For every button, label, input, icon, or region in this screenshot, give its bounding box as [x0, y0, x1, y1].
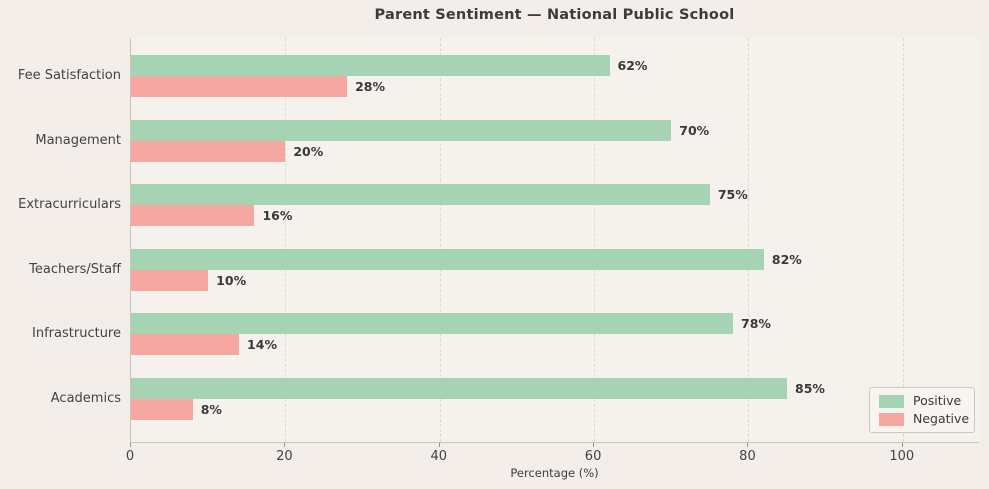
bar-negative-4: [131, 269, 209, 291]
bar-positive-4: [131, 248, 764, 270]
chart-title: Parent Sentiment — National Public Schoo…: [374, 7, 735, 23]
bar-value-label: 62%: [617, 58, 648, 73]
category-label-3: Extracurriculars: [18, 197, 121, 213]
plot-area: 62% 28% 70% 20% 75% 16% 82% 10% 78% 14% 85% 8%: [130, 38, 979, 443]
x-tick-mark-100: [901, 443, 903, 447]
category-label-4: Teachers/Staff: [29, 261, 121, 277]
bar-value-label: 85%: [795, 381, 825, 396]
x-tick-label-100: 100: [889, 449, 915, 464]
legend-item-negative: Negative: [879, 412, 969, 426]
category-label-1: Fee Satisfaction: [17, 68, 121, 83]
bar-value-label: 78%: [741, 316, 771, 332]
legend-label-negative: Negative: [913, 411, 970, 426]
bar-value-label: 70%: [679, 122, 710, 138]
bar-value-label: 16%: [262, 208, 293, 224]
bar-value-label: 20%: [293, 143, 324, 159]
x-tick-label-0: 0: [125, 449, 135, 464]
bar-negative-1: [131, 76, 348, 97]
x-tick-mark-20: [284, 443, 286, 447]
legend-swatch-negative: [879, 412, 904, 426]
bar-negative-6: [131, 399, 193, 420]
bar-value-label: 82%: [771, 251, 802, 267]
gridline-100: [902, 38, 904, 442]
category-label-2: Management: [35, 132, 121, 148]
bar-positive-6: [131, 378, 788, 399]
category-label-6: Academics: [50, 391, 121, 406]
x-tick-mark-60: [593, 443, 595, 447]
bar-value-label: 14%: [247, 337, 277, 353]
gridline-60: [594, 38, 596, 442]
bar-positive-2: [131, 119, 672, 141]
bar-positive-1: [131, 55, 610, 76]
bar-negative-3: [131, 205, 255, 227]
legend-swatch-positive: [879, 394, 904, 408]
bar-value-label: 8%: [200, 402, 222, 417]
legend-item-positive: Positive: [879, 394, 965, 408]
x-tick-label-20: 20: [276, 449, 293, 464]
x-axis-label: Percentage (%): [510, 466, 599, 480]
x-tick-mark-80: [747, 443, 749, 447]
gridline-80: [748, 38, 750, 442]
bar-value-label: 10%: [216, 272, 247, 288]
x-tick-label-40: 40: [430, 449, 447, 464]
x-tick-mark-0: [130, 443, 131, 447]
bar-negative-2: [131, 140, 286, 162]
gridline-40: [439, 38, 441, 442]
category-label-5: Infrastructure: [32, 326, 121, 342]
gridline-20: [285, 38, 287, 442]
bar-negative-5: [131, 334, 240, 356]
legend: Positive Negative: [869, 387, 975, 433]
x-tick-label-80: 80: [739, 449, 756, 464]
legend-label-positive: Positive: [913, 393, 962, 408]
x-tick-label-60: 60: [584, 449, 602, 464]
bar-value-label: 75%: [717, 187, 748, 203]
bar-value-label: 28%: [355, 79, 386, 94]
x-tick-mark-40: [438, 443, 440, 447]
bar-positive-5: [131, 313, 734, 335]
bar-positive-3: [131, 184, 710, 206]
